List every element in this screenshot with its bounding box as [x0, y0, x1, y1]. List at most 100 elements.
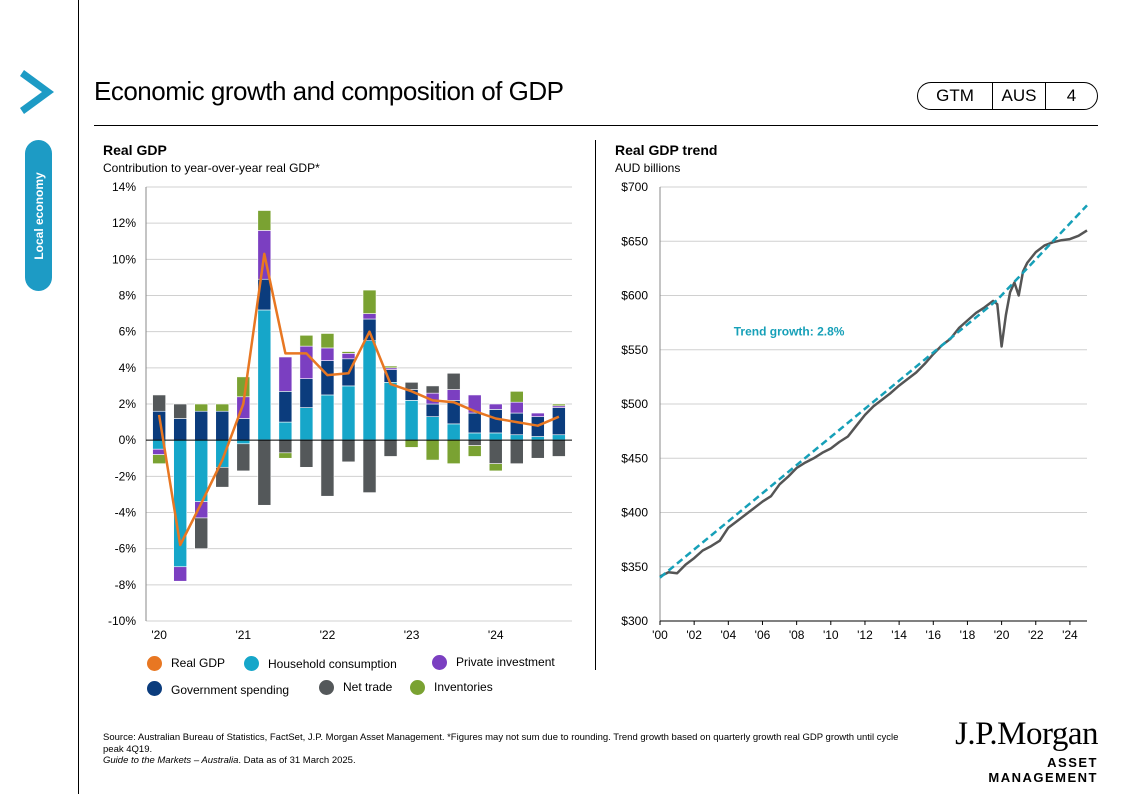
bar-private-investment	[488, 403, 503, 410]
badge-gtm: GTM	[936, 86, 974, 105]
badge-page-number: 4	[1066, 86, 1077, 105]
bar-government-spending	[488, 409, 503, 434]
bar-government-spending	[320, 360, 335, 396]
legend-label-government: Government spending	[171, 683, 290, 697]
bar-net-trade	[320, 439, 335, 497]
bar-net-trade	[236, 443, 251, 472]
left-y-tick-label: 10%	[112, 252, 136, 266]
right-x-tick-label: '16	[925, 628, 941, 642]
right-y-tick-label: $300	[621, 614, 648, 628]
trend-line	[659, 204, 1088, 579]
right-chart-title: Real GDP trend	[615, 142, 718, 158]
bar-inventories	[425, 439, 440, 461]
right-x-tick-label: '08	[789, 628, 805, 642]
bar-private-investment	[341, 353, 356, 360]
real-gdp-line	[157, 252, 560, 547]
left-chart-title: Real GDP	[103, 142, 167, 158]
bar-private-investment	[173, 566, 188, 582]
bar-inventories	[215, 403, 230, 412]
bar-government-spending	[299, 378, 314, 408]
footer-notes: Source: Australian Bureau of Statistics,…	[103, 732, 903, 767]
bar-household-consumption	[530, 436, 545, 441]
right-x-tick-label: '18	[960, 628, 976, 642]
legend-label-private: Private investment	[456, 655, 555, 669]
bar-net-trade	[509, 439, 524, 464]
bar-household-consumption	[488, 432, 503, 441]
bar-household-consumption	[341, 385, 356, 441]
bar-household-consumption	[552, 434, 566, 441]
bar-household-consumption	[467, 432, 482, 441]
bar-private-investment	[299, 345, 314, 379]
bar-government-spending	[362, 318, 377, 342]
bar-inventories	[552, 403, 566, 407]
right-x-tick-label: '22	[1028, 628, 1044, 642]
bar-net-trade	[383, 439, 398, 457]
bar-government-spending	[194, 410, 209, 441]
bar-household-consumption	[404, 400, 419, 441]
bar-inventories	[320, 333, 335, 349]
right-chart-subtitle: AUD billions	[615, 161, 681, 175]
legend-label-household: Household consumption	[268, 657, 397, 671]
bar-government-spending	[236, 418, 251, 441]
left-y-tick-label: 4%	[119, 361, 137, 375]
jpmorgan-logo: J.P.Morgan ASSET MANAGEMENT	[938, 716, 1098, 785]
bar-private-investment	[530, 412, 545, 417]
trend-annotation: Trend growth: 2.8%	[734, 325, 845, 339]
actual-gdp-line	[659, 229, 1088, 578]
bar-government-spending	[215, 410, 230, 441]
right-y-tick-label: $700	[621, 180, 648, 194]
right-x-tick-label: '00	[652, 628, 668, 642]
left-y-tick-label: 2%	[119, 397, 137, 411]
section-tab[interactable]: Local economy	[25, 140, 52, 291]
bar-household-consumption	[173, 439, 188, 568]
bar-household-consumption	[320, 394, 335, 441]
bar-household-consumption	[446, 423, 461, 441]
bar-inventories	[341, 351, 356, 354]
bar-household-consumption	[509, 434, 524, 441]
bar-household-consumption	[362, 340, 377, 441]
bar-inventories	[446, 439, 461, 464]
bar-inventories	[152, 454, 166, 464]
legend-swatch-household	[244, 656, 259, 671]
bar-private-investment	[362, 313, 377, 320]
bar-government-spending	[552, 407, 566, 436]
panel-divider	[595, 140, 596, 670]
legend-label-real-gdp: Real GDP	[171, 656, 226, 670]
bar-inventories	[488, 463, 503, 472]
footer-guide-title: Guide to the Markets – Australia	[103, 755, 239, 766]
page-badge: GTM AUS 4	[917, 82, 1098, 110]
left-y-tick-label: -4%	[115, 506, 137, 520]
bar-household-consumption	[425, 416, 440, 441]
right-x-tick-label: '12	[857, 628, 873, 642]
footer-source: Source: Australian Bureau of Statistics,…	[103, 732, 899, 755]
right-y-tick-label: $450	[621, 451, 648, 465]
bar-private-investment	[446, 389, 461, 401]
footer-data-date: . Data as of 31 March 2025.	[238, 755, 356, 766]
bar-government-spending	[467, 412, 482, 434]
left-y-tick-label: 8%	[119, 289, 137, 303]
bar-net-trade	[194, 517, 209, 549]
bar-net-trade	[257, 439, 272, 506]
right-y-tick-label: $600	[621, 289, 648, 303]
right-x-tick-label: '24	[1062, 628, 1078, 642]
bar-net-trade	[552, 439, 566, 457]
bar-government-spending	[425, 403, 440, 417]
bar-inventories	[278, 452, 293, 459]
bar-net-trade	[446, 372, 461, 390]
bar-inventories	[467, 445, 482, 457]
right-y-tick-label: $500	[621, 397, 648, 411]
bar-private-investment	[278, 356, 293, 392]
right-x-tick-label: '10	[823, 628, 839, 642]
bar-net-trade	[362, 439, 377, 493]
right-x-tick-label: '06	[755, 628, 771, 642]
right-x-tick-label: '04	[720, 628, 736, 642]
left-x-tick-label: '21	[235, 628, 251, 642]
left-x-tick-label: '24	[488, 628, 504, 642]
left-border-line	[78, 0, 79, 794]
header-rule	[94, 125, 1098, 126]
bar-private-investment	[320, 347, 335, 361]
right-y-tick-label: $400	[621, 506, 648, 520]
chevron-right-icon	[20, 70, 54, 114]
legend-label-inventories: Inventories	[434, 680, 493, 694]
legend-swatch-inventories	[410, 680, 425, 695]
